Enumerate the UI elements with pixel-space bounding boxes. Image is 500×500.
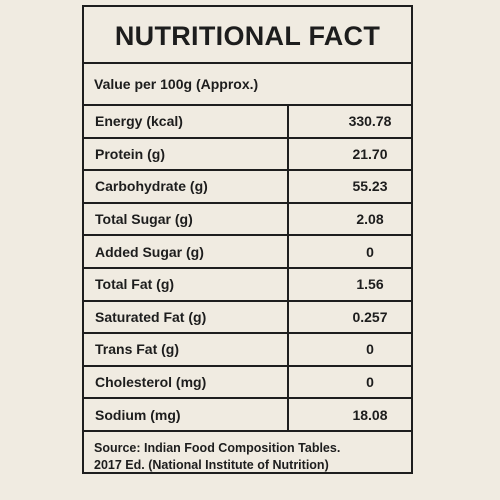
nutrient-value: 330.78 [348,113,392,130]
nutrient-name: Carbohydrate (g) [84,171,289,202]
nutrition-facts-panel: NUTRITIONAL FACT Value per 100g (Approx.… [82,5,413,474]
table-row: Saturated Fat (g) 0.257 [84,301,411,335]
nutrient-value: 0 [366,243,374,260]
table-row: Protein (g) 21.70 [84,138,411,172]
table-row: Total Fat (g) 1.56 [84,268,411,302]
nutrient-name: Energy (kcal) [84,106,289,137]
nutrient-name: Added Sugar (g) [84,236,289,267]
serving-basis: Value per 100g (Approx.) [84,64,411,106]
table-row: Energy (kcal) 330.78 [84,106,411,139]
nutrient-value: 2.08 [356,211,384,228]
nutrient-table: Energy (kcal) 330.78 Protein (g) 21.70 C… [84,106,411,432]
nutrient-value: 55.23 [352,178,388,195]
table-row: Carbohydrate (g) 55.23 [84,171,411,204]
nutrient-value: 0 [366,374,374,391]
table-row: Added Sugar (g) 0 [84,236,411,269]
panel-title: NUTRITIONAL FACT [84,7,411,64]
source-line-1: Source: Indian Food Composition Tables. [94,441,341,455]
table-row: Trans Fat (g) 0 [84,334,411,367]
table-row: Cholesterol (mg) 0 [84,366,411,400]
nutrient-name: Cholesterol (mg) [84,366,289,398]
nutrient-value: 18.08 [352,406,388,423]
nutrient-value: 21.70 [352,145,388,162]
nutrient-name: Total Fat (g) [84,268,289,300]
nutrient-name: Trans Fat (g) [84,334,289,365]
nutrient-name: Protein (g) [84,138,289,170]
source-note: Source: Indian Food Composition Tables. … [84,432,411,474]
table-row: Total Sugar (g) 2.08 [84,203,411,237]
table-row: Sodium (mg) 18.08 [84,399,411,432]
nutrient-value: 1.56 [356,276,384,293]
nutrient-name: Saturated Fat (g) [84,301,289,333]
source-line-2: 2017 Ed. (National Institute of Nutritio… [94,458,329,472]
nutrient-value: 0.257 [352,308,388,325]
nutrient-value: 0 [366,341,374,358]
nutrient-name: Sodium (mg) [84,399,289,430]
nutrient-name: Total Sugar (g) [84,203,289,235]
